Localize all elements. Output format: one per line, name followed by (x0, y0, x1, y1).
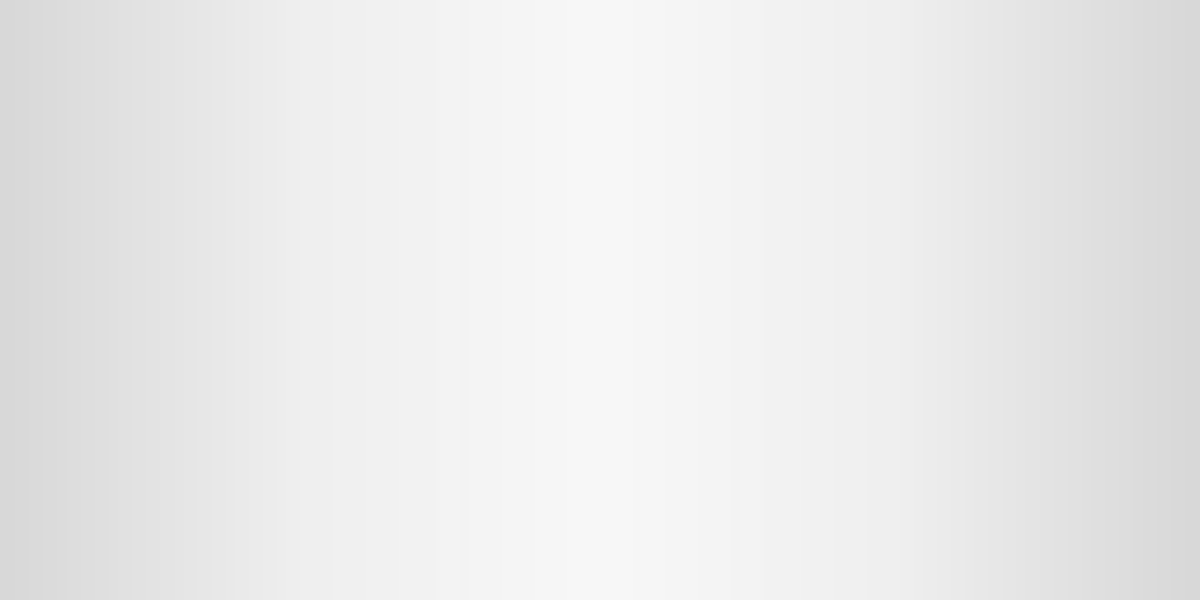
Bar (220, 465, 284, 510)
Bar (564, 372, 630, 510)
Bar (835, 163, 901, 510)
Bar (769, 329, 835, 510)
Bar (425, 329, 491, 510)
Text: 0.1: 0.1 (116, 474, 143, 489)
Legend: 2023, 2032: 2023, 2032 (956, 64, 1134, 82)
Y-axis label: Market Size in USD Billion: Market Size in USD Billion (70, 202, 88, 416)
Text: Hospital Asset Tracking And Inventory Management System Market, By
Regional, 202: Hospital Asset Tracking And Inventory Ma… (96, 49, 992, 92)
Bar (1040, 455, 1106, 510)
Bar (630, 233, 696, 510)
Bar (154, 485, 220, 510)
Bar (359, 415, 425, 510)
Bar (976, 482, 1040, 510)
